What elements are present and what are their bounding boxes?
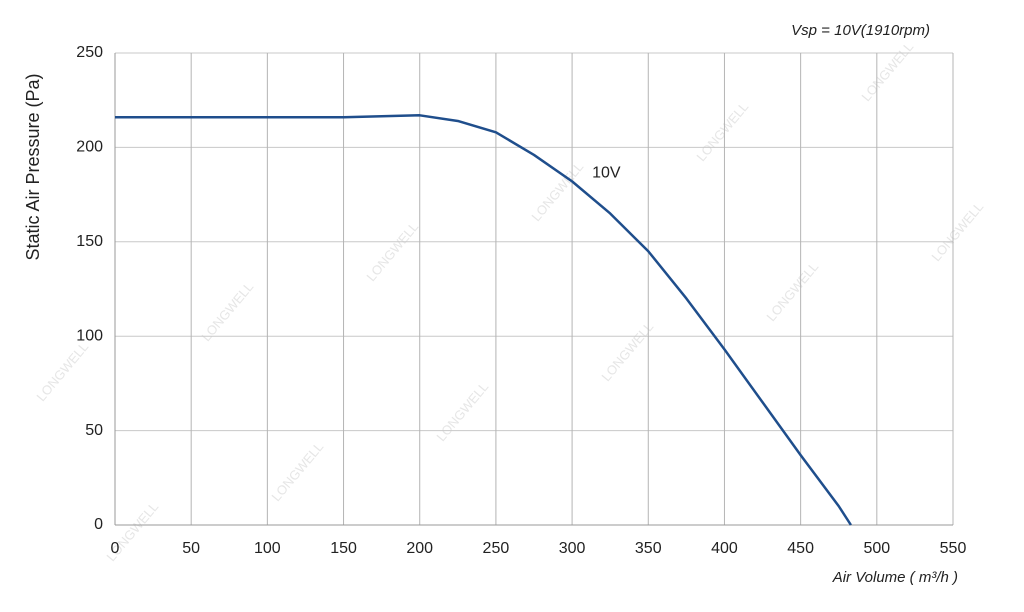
data-line: [115, 114, 852, 526]
y-tick-label: 100: [76, 327, 103, 344]
x-tick-label: 550: [940, 540, 967, 557]
watermark: LONGWELL: [858, 39, 916, 104]
watermark: LONGWELL: [363, 219, 421, 284]
y-tick-label: 200: [76, 139, 103, 156]
watermark: LONGWELL: [33, 339, 91, 404]
x-tick-label: 450: [787, 540, 814, 557]
x-tick-label: 500: [863, 540, 890, 557]
y-tick-label: 50: [85, 422, 103, 439]
y-tick-label: 250: [76, 44, 103, 61]
watermark: LONGWELL: [198, 279, 256, 344]
watermark: LONGWELL: [598, 319, 656, 384]
y-tick-label: 0: [94, 516, 103, 533]
x-tick-label: 300: [559, 540, 586, 557]
series-label: 10V: [592, 165, 621, 182]
x-tick-label: 50: [182, 540, 200, 557]
watermark: LONGWELL: [528, 159, 586, 224]
x-tick-label: 150: [330, 540, 357, 557]
x-axis-label: Air Volume ( m³/h ): [832, 569, 958, 586]
x-tick-label: 100: [254, 540, 281, 557]
watermark: LONGWELL: [693, 99, 751, 164]
y-tick-label: 150: [76, 233, 103, 250]
x-tick-label: 350: [635, 540, 662, 557]
watermark: LONGWELL: [763, 259, 821, 324]
annotation: Vsp = 10V(1910rpm): [791, 22, 930, 39]
x-tick-label: 200: [406, 540, 433, 557]
y-axis-label: Static Air Pressure (Pa): [23, 73, 43, 260]
x-tick-label: 0: [111, 540, 120, 557]
watermark: LONGWELL: [433, 379, 491, 444]
x-tick-label: 250: [483, 540, 510, 557]
x-tick-label: 400: [711, 540, 738, 557]
watermark: LONGWELL: [268, 439, 326, 504]
watermark: LONGWELL: [928, 199, 986, 264]
